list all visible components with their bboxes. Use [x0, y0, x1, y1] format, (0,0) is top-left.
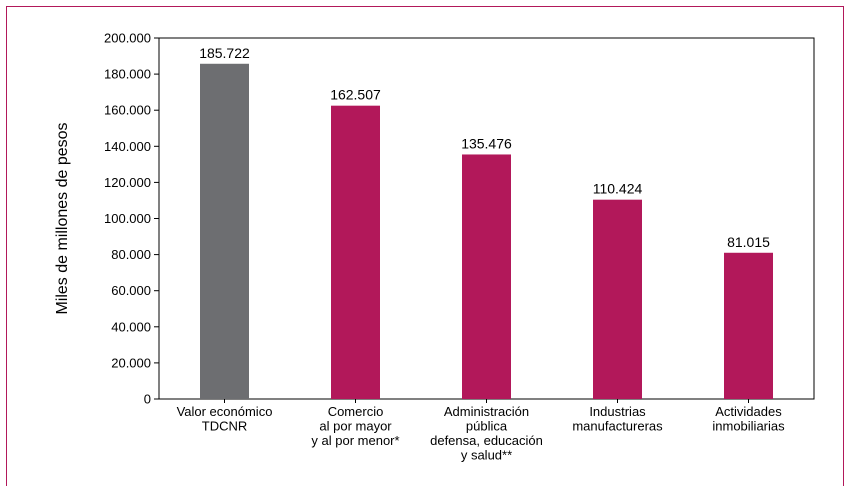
- y-tick-label: 100.000: [104, 211, 151, 226]
- y-tick-label: 120.000: [104, 175, 151, 190]
- y-tick-label: 80.000: [111, 247, 151, 262]
- y-tick-label: 60.000: [111, 283, 151, 298]
- y-tick-label: 160.000: [104, 103, 151, 118]
- bar-value-label: 81.015: [727, 234, 770, 250]
- bar: [200, 63, 249, 399]
- x-tick-label: defensa, educación: [430, 433, 543, 448]
- x-tick-label: Industrias: [589, 404, 646, 419]
- x-tick-label: y al por menor*: [311, 433, 399, 448]
- x-tick-label: Administración: [444, 404, 529, 419]
- bar-value-label: 185.722: [199, 45, 250, 61]
- y-tick-label: 200.000: [104, 31, 151, 46]
- bar: [593, 199, 642, 399]
- y-tick-label: 40.000: [111, 319, 151, 334]
- bar-value-label: 162.507: [330, 87, 381, 103]
- x-tick-label: al por mayor: [319, 419, 392, 434]
- x-tick-label: Valor económico: [177, 404, 273, 419]
- figure-frame: [6, 6, 844, 486]
- bar-value-label: 135.476: [461, 135, 512, 151]
- x-tick-label: manufactureras: [572, 419, 663, 434]
- bar: [331, 105, 380, 399]
- bar: [462, 154, 511, 399]
- y-tick-label: 180.000: [104, 67, 151, 82]
- bar-value-label: 110.424: [593, 181, 643, 197]
- x-tick-label: TDCNR: [202, 419, 248, 434]
- y-tick-label: 0: [144, 392, 151, 407]
- y-tick-label: 20.000: [111, 355, 151, 370]
- y-tick-label: 140.000: [104, 139, 151, 154]
- x-tick-label: y salud**: [461, 448, 512, 463]
- bar: [724, 252, 773, 399]
- x-tick-label: inmobiliarias: [712, 419, 785, 434]
- x-tick-label: Comercio: [328, 404, 384, 419]
- x-tick-label: pública: [466, 419, 508, 434]
- y-axis-label: Miles de millones de pesos: [54, 122, 71, 314]
- x-tick-label: Actividades: [715, 404, 782, 419]
